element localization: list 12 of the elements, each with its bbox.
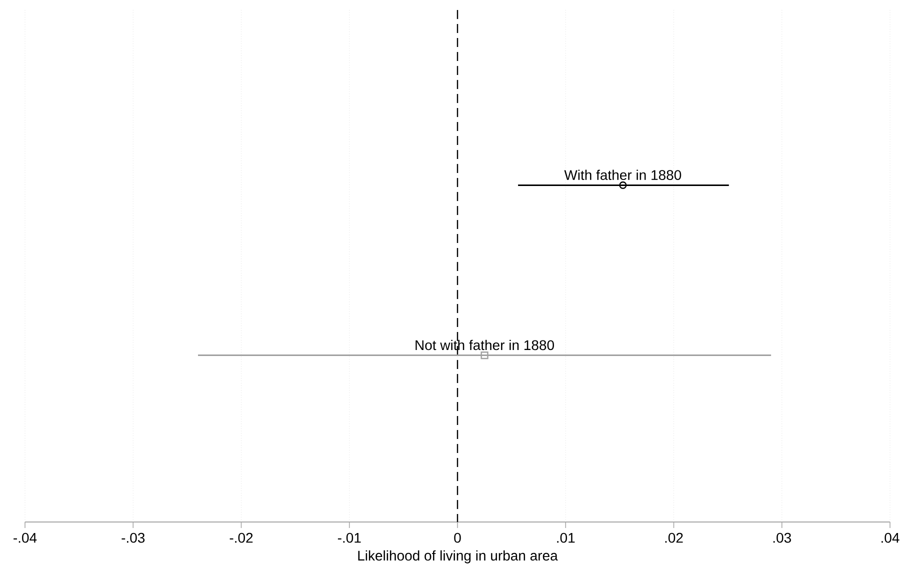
x-tick-label: 0 [454,532,461,543]
x-tick-label: .03 [773,532,791,543]
x-tick-label: -.02 [230,532,253,543]
x-tick-label: .01 [557,532,575,543]
series-label: Not with father in 1880 [416,340,554,350]
x-tick-label: -.03 [122,532,145,543]
x-tick-label: -.04 [14,532,37,543]
x-axis-title: Likelihood of living in urban area [358,550,558,564]
x-tick-label: .04 [882,532,900,543]
x-tick-label: -.01 [338,532,361,543]
x-tick-label: .02 [665,532,683,543]
series-label: With father in 1880 [564,170,682,180]
